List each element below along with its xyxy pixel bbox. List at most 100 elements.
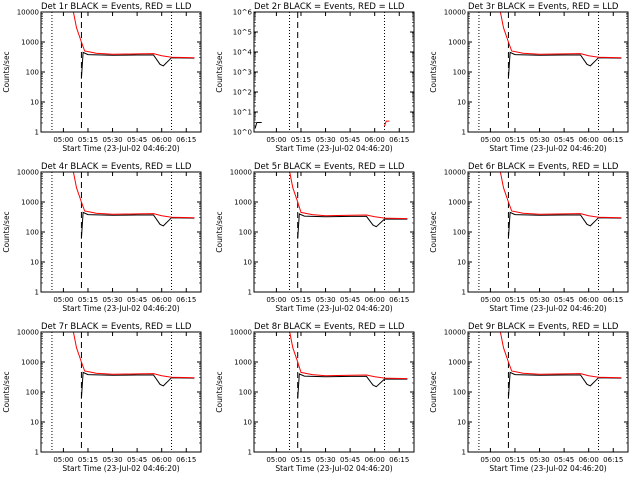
x-tick-label: 05:15 [291,296,311,304]
y-tick-label: 10 [30,419,39,427]
x-tick-label: 05:45 [554,296,574,304]
panel-title: Det 3r BLACK = Events, RED = LLD [468,2,619,12]
x-tick-label: 06:00 [365,136,385,144]
y-tick-label: 1000 [21,39,39,47]
plot-frame [467,331,629,453]
series-line-events [254,122,262,129]
x-tick-label: 05:15 [291,456,311,464]
plot-frame [40,171,202,293]
x-tick-label: 05:15 [78,456,98,464]
series-line-lld [72,332,195,379]
y-tick-label: 10^3 [233,69,252,77]
y-tick-label: 100 [453,389,466,397]
y-tick-label: 1000 [448,199,466,207]
x-tick-label: 05:45 [127,296,147,304]
x-tick-label: 05:30 [102,456,122,464]
panel-title: Det 4r BLACK = Events, RED = LLD [41,162,192,172]
x-tick-label: 05:45 [340,456,360,464]
x-tick-label: 05:00 [53,456,73,464]
y-tick-label: 10000 [17,169,39,177]
y-tick-label: 10000 [444,169,466,177]
x-tick-label: 05:15 [505,136,525,144]
y-tick-label: 10000 [444,9,466,17]
x-axis-label: Start Time (23-Jul-02 04:46:20) [275,144,392,153]
panel-det-9: Det 9r BLACK = Events, RED = LLD 1 10 100 10… [429,322,629,473]
y-tick-label: 10 [457,419,466,427]
y-tick-label: 10 [30,99,39,107]
panel-title: Det 7r BLACK = Events, RED = LLD [41,322,192,332]
y-tick-label: 100 [239,389,252,397]
panel-det-1: Det 1r BLACK = Events, RED = LLD 1 10 100 10… [2,2,202,153]
y-axis-label: Counts/sec [215,211,224,252]
y-tick-label: 10000 [17,9,39,17]
y-axis-label: Counts/sec [215,371,224,412]
y-tick-label: 100 [453,229,466,237]
x-tick-label: 05:00 [266,456,286,464]
x-axis-label: Start Time (23-Jul-02 04:46:20) [62,464,179,473]
x-tick-label: 05:30 [315,136,335,144]
y-tick-label: 1000 [21,199,39,207]
y-tick-label: 1 [35,449,39,457]
y-axis-label: Counts/sec [429,211,438,252]
x-tick-label: 05:00 [480,136,500,144]
y-tick-label: 1 [35,129,39,137]
y-tick-label: 1000 [448,359,466,367]
plot-frame [467,11,629,133]
panel-title: Det 9r BLACK = Events, RED = LLD [468,322,619,332]
y-tick-label: 100 [26,69,39,77]
panel-det-7: Det 7r BLACK = Events, RED = LLD 1 10 100 10… [2,322,202,473]
y-tick-label: 10000 [230,169,252,177]
y-tick-label: 10^6 [233,9,253,17]
x-tick-label: 05:15 [505,296,525,304]
series-line-events [80,211,195,239]
x-tick-label: 06:15 [176,456,196,464]
series-line-events [297,373,408,399]
y-tick-label: 1 [462,289,466,297]
y-axis-label: Counts/sec [2,211,11,252]
x-tick-label: 05:45 [340,136,360,144]
x-tick-label: 05:00 [53,136,73,144]
y-tick-label: 1 [462,449,466,457]
x-tick-label: 05:15 [78,136,98,144]
series-line-lld [72,12,195,59]
series-line-lld [289,332,408,380]
panel-det-8: Det 8r BLACK = Events, RED = LLD 1 10 100 10… [215,322,415,473]
x-tick-label: 06:00 [365,296,385,304]
x-axis-label: Start Time (23-Jul-02 04:46:20) [489,144,606,153]
x-tick-label: 06:15 [176,296,196,304]
x-tick-label: 05:30 [529,296,549,304]
x-tick-label: 05:30 [529,136,549,144]
x-axis-label: Start Time (23-Jul-02 04:46:20) [275,464,392,473]
y-tick-label: 10 [243,419,252,427]
y-tick-label: 1000 [234,199,252,207]
y-tick-label: 10 [457,259,466,267]
y-tick-label: 10 [30,259,39,267]
x-tick-label: 06:15 [389,296,409,304]
x-tick-label: 06:15 [389,456,409,464]
y-tick-label: 100 [26,389,39,397]
series-line-lld [289,172,408,220]
y-tick-label: 10^1 [233,109,252,117]
x-tick-label: 06:15 [603,456,623,464]
x-tick-label: 05:30 [529,456,549,464]
plot-frame [40,11,202,133]
x-tick-label: 05:45 [554,456,574,464]
x-tick-label: 06:00 [152,456,172,464]
panel-title: Det 6r BLACK = Events, RED = LLD [468,162,619,172]
y-tick-label: 1 [462,129,466,137]
x-tick-label: 05:00 [480,296,500,304]
panel-title: Det 2r BLACK = Events, RED = LLD [254,2,405,12]
x-tick-label: 06:00 [579,136,599,144]
y-tick-label: 1 [35,289,39,297]
panel-det-4: Det 4r BLACK = Events, RED = LLD 1 10 100 10… [2,162,202,313]
series-line-events [80,51,195,79]
y-tick-label: 1000 [21,359,39,367]
x-axis-label: Start Time (23-Jul-02 04:46:20) [489,464,606,473]
y-tick-label: 100 [239,229,252,237]
series-line-lld [499,332,622,379]
x-tick-label: 06:00 [152,296,172,304]
y-tick-label: 10 [243,259,252,267]
panel-det-3: Det 3r BLACK = Events, RED = LLD 1 10 100 10… [429,2,629,153]
panel-det-6: Det 6r BLACK = Events, RED = LLD 1 10 100 10… [429,162,629,313]
panel-title: Det 5r BLACK = Events, RED = LLD [254,162,405,172]
